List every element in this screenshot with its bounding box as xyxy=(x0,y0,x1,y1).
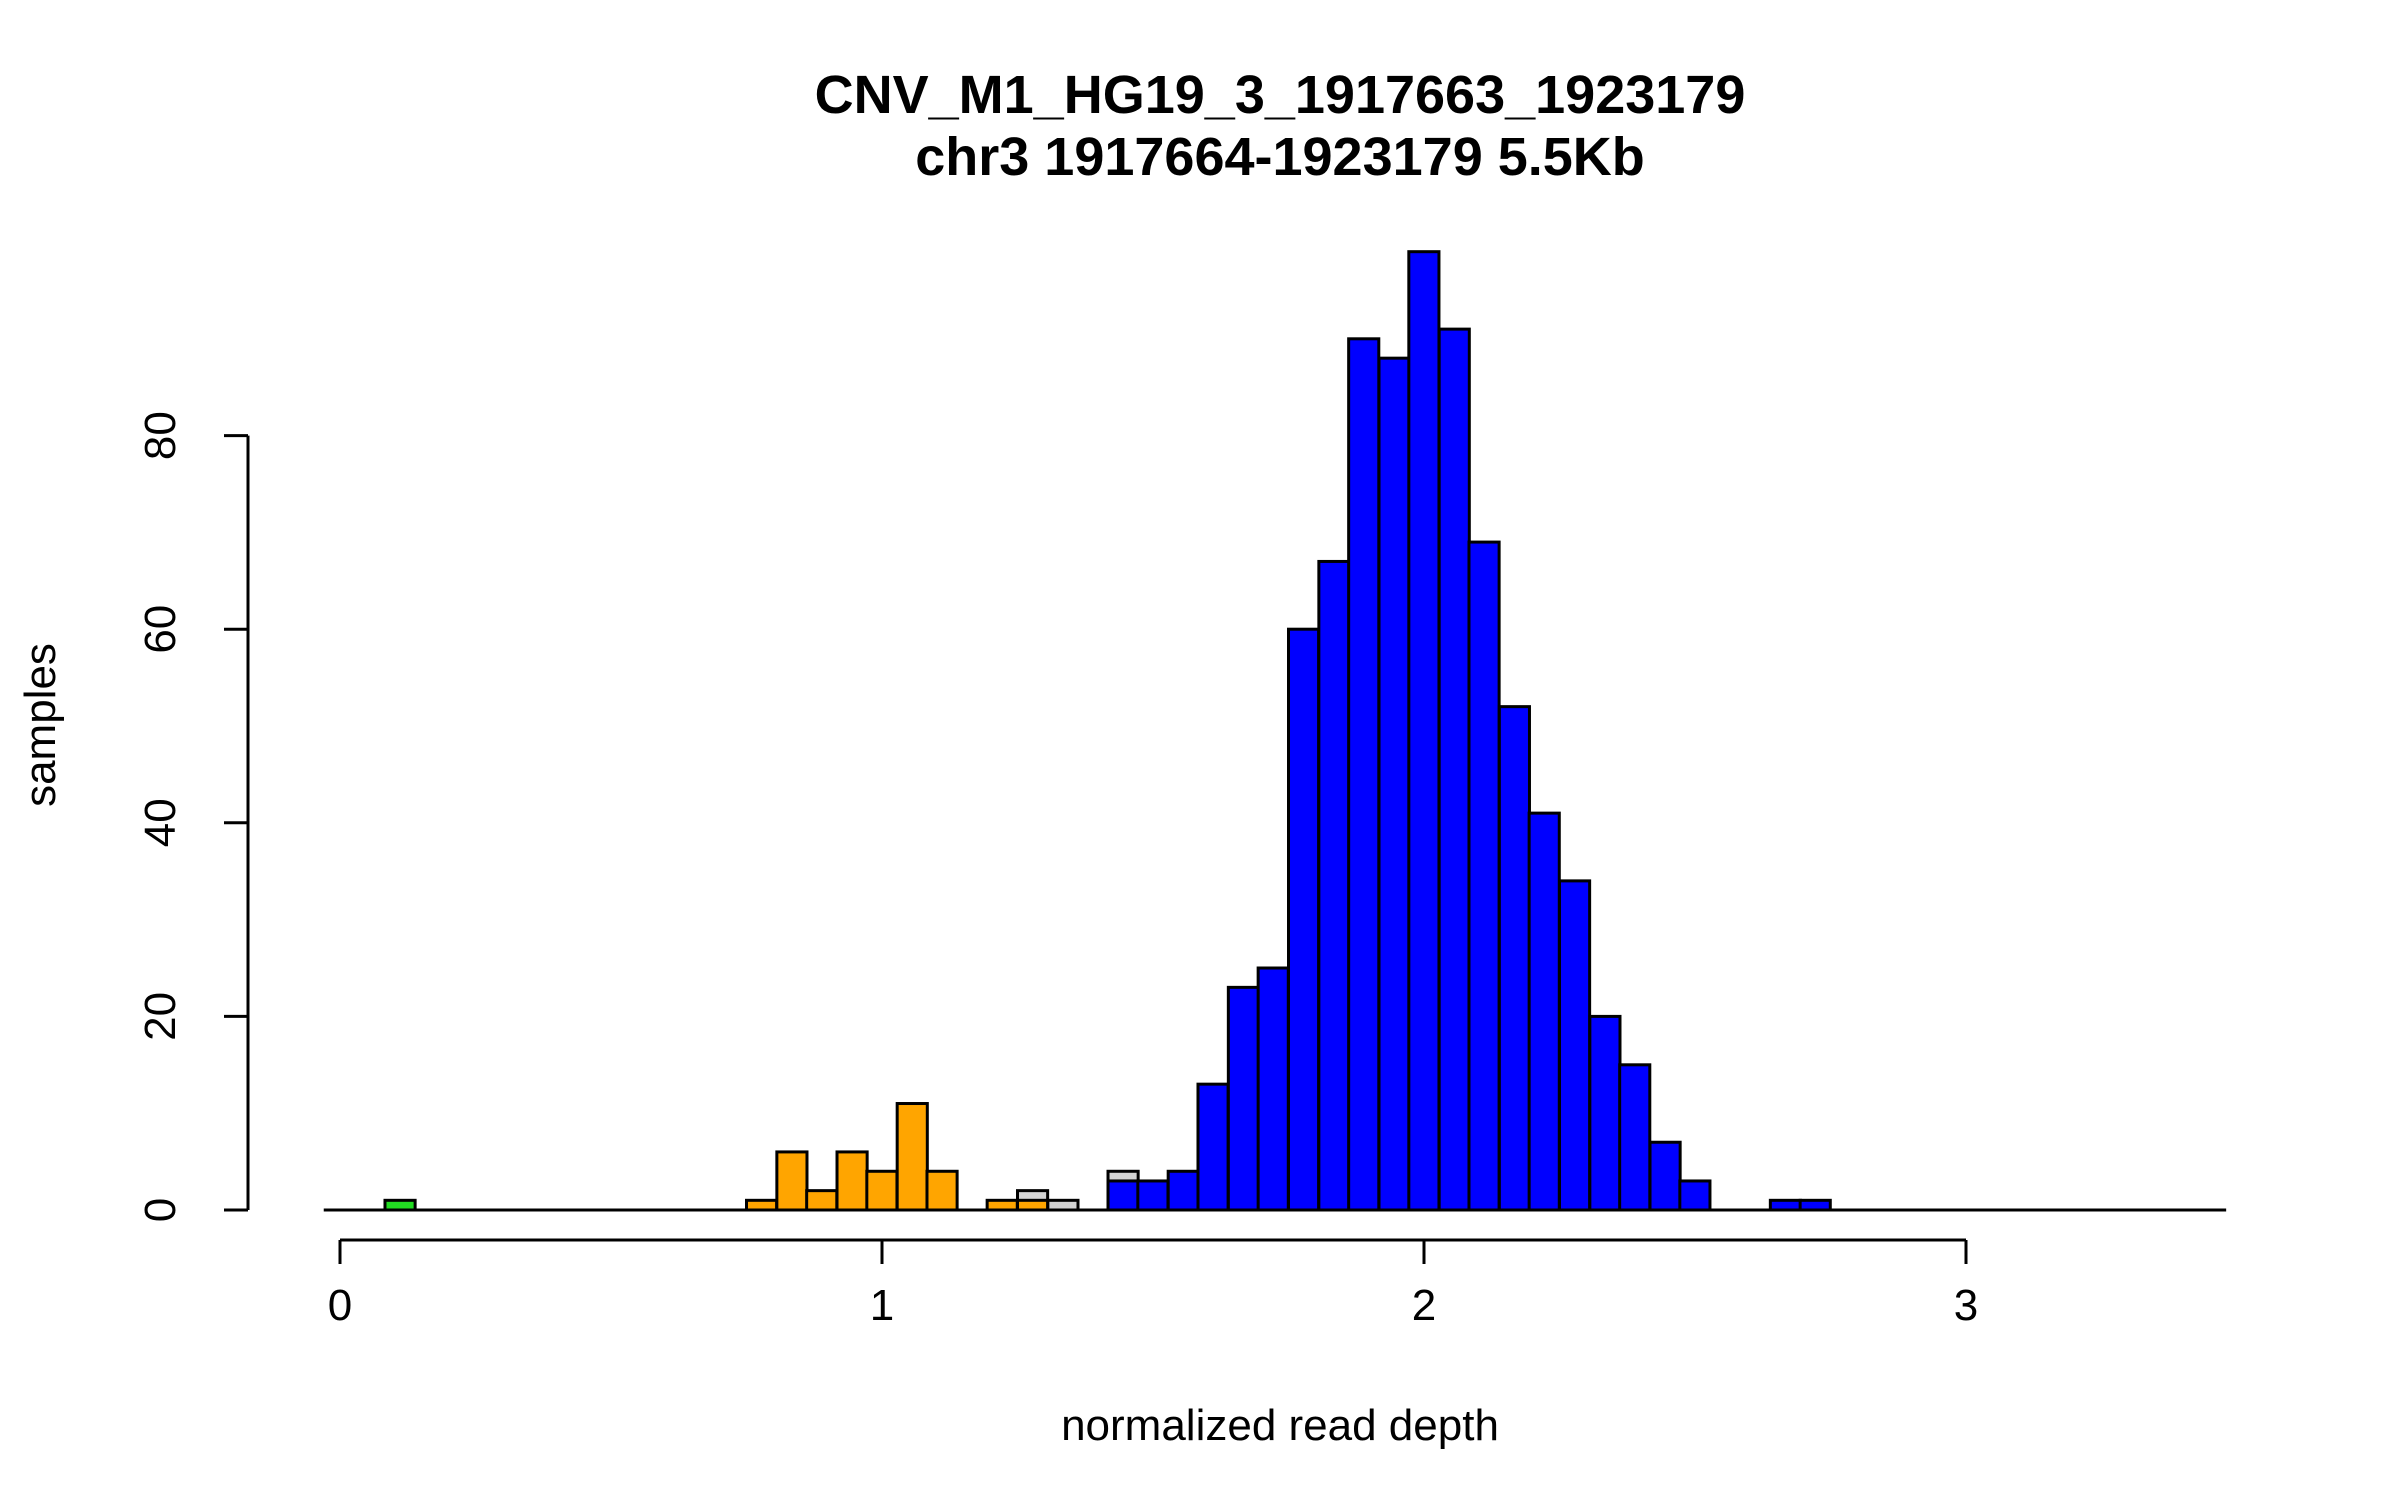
histogram-bar xyxy=(775,1150,809,1212)
histogram-bar xyxy=(1317,559,1351,1212)
x-tick-label: 0 xyxy=(328,1281,352,1330)
histogram-bar xyxy=(1136,1179,1170,1212)
histogram-bars xyxy=(383,250,1832,1212)
histogram-bar xyxy=(1497,705,1531,1212)
histogram-bar xyxy=(1648,1140,1682,1212)
histogram-bar xyxy=(1347,337,1381,1212)
histogram-bar xyxy=(1226,985,1260,1212)
histogram-bar xyxy=(895,1102,929,1212)
y-axis: 0 20 40 60 80 xyxy=(136,411,250,1222)
histogram-bar xyxy=(1678,1179,1712,1212)
histogram-bar xyxy=(1558,879,1592,1212)
x-tick-label: 3 xyxy=(1954,1281,1978,1330)
y-tick-label: 60 xyxy=(136,605,185,654)
histogram-bar xyxy=(1166,1169,1200,1212)
chart-title: CNV_M1_HG19_3_1917663_1923179 xyxy=(815,65,1746,125)
x-axis-label: normalized read depth xyxy=(1061,1401,1499,1450)
histogram-bar xyxy=(1588,1014,1622,1212)
histogram-bar xyxy=(865,1169,899,1212)
histogram-bar xyxy=(1256,966,1290,1212)
chart-subtitle: chr3 1917664-1923179 5.5Kb xyxy=(915,127,1645,187)
y-tick-label: 20 xyxy=(136,992,185,1041)
x-axis: 0 1 2 3 xyxy=(328,1238,1978,1330)
histogram-bar xyxy=(1618,1063,1652,1212)
histogram-bar xyxy=(1196,1082,1230,1212)
histogram-bar xyxy=(1377,356,1411,1212)
y-axis-label: samples xyxy=(16,643,65,807)
x-tick-label: 2 xyxy=(1412,1281,1436,1330)
histogram-bar xyxy=(1106,1179,1140,1212)
histogram-bar xyxy=(835,1150,869,1212)
histogram-bar xyxy=(925,1169,959,1212)
histogram-bar xyxy=(1437,327,1471,1212)
histogram-bar xyxy=(1287,627,1321,1212)
histogram-bar xyxy=(1407,250,1441,1212)
y-tick-label: 80 xyxy=(136,411,185,460)
histogram-bar xyxy=(805,1189,839,1212)
y-tick-label: 0 xyxy=(136,1198,185,1222)
x-tick-label: 1 xyxy=(870,1281,894,1330)
y-tick-label: 40 xyxy=(136,798,185,847)
histogram-bar xyxy=(1467,540,1501,1212)
histogram-bar xyxy=(1527,811,1561,1212)
